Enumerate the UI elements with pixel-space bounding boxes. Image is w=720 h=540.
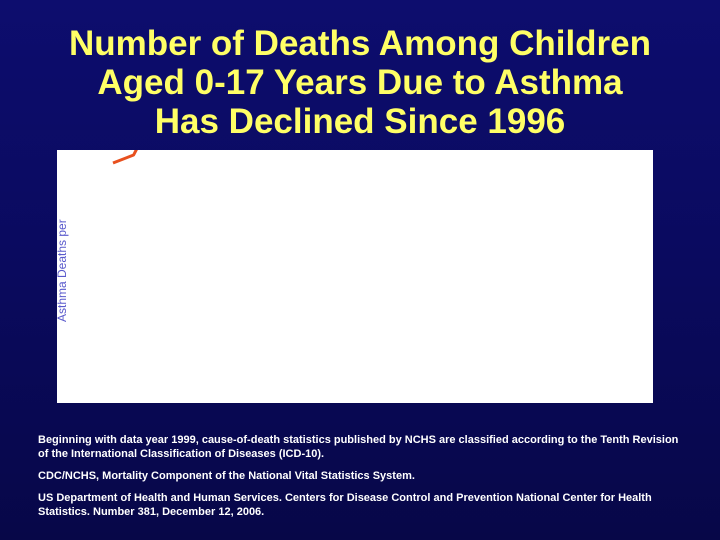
y-axis-label: Asthma Deaths per [55, 219, 69, 322]
note-source: CDC/NCHS, Mortality Component of the Nat… [38, 470, 415, 482]
chart-canvas [112, 150, 138, 165]
slide-title: Number of Deaths Among Children Aged 0-1… [0, 24, 720, 141]
source-notes: Beginning with data year 1999, cause-of-… [38, 433, 688, 527]
title-line-3: Has Declined Since 1996 [154, 102, 566, 141]
note-icd10: Beginning with data year 1999, cause-of-… [38, 434, 679, 460]
title-line-1: Number of Deaths Among Children [68, 24, 652, 63]
note-citation: US Department of Health and Human Servic… [38, 492, 652, 518]
title-line-2: Aged 0-17 Years Due to Asthma [97, 63, 623, 102]
chart-area [57, 150, 653, 403]
series-line-segment-1 [112, 150, 138, 165]
